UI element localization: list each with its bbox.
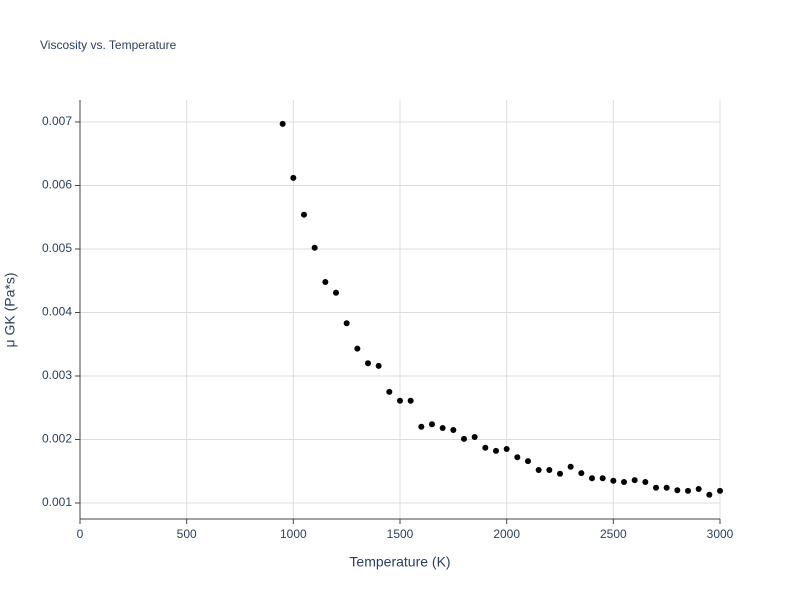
point	[418, 423, 425, 430]
x-tick-label: 1000	[280, 527, 307, 541]
x-tick-label: 2000	[493, 527, 520, 541]
point	[578, 470, 585, 477]
point	[631, 477, 638, 484]
point	[567, 463, 574, 470]
point	[685, 487, 691, 494]
point	[674, 487, 681, 494]
point	[717, 487, 723, 494]
y-tick-label: 0.005	[42, 241, 72, 255]
y-tick-label: 0.004	[42, 305, 72, 319]
chart-title: Viscosity vs. Temperature	[40, 38, 177, 52]
point	[610, 477, 617, 484]
x-tick-label: 500	[177, 527, 197, 541]
point	[695, 486, 702, 493]
point	[514, 454, 521, 461]
point	[482, 444, 489, 451]
point	[354, 345, 361, 352]
point	[599, 475, 606, 482]
point	[535, 466, 542, 473]
point	[493, 447, 499, 454]
y-tick-label: 0.001	[42, 495, 72, 509]
x-tick-label: 1500	[387, 527, 414, 541]
point	[503, 446, 510, 453]
point	[461, 435, 467, 442]
point	[642, 479, 649, 486]
point	[525, 458, 531, 465]
y-tick-label: 0.007	[42, 114, 72, 128]
point	[557, 470, 563, 477]
point	[375, 362, 382, 369]
x-tick-label: 0	[77, 527, 84, 541]
point	[621, 479, 627, 486]
point	[407, 397, 414, 404]
point	[450, 426, 457, 433]
point	[663, 484, 670, 491]
point	[365, 360, 371, 367]
point	[279, 120, 286, 127]
x-axis-title: Temperature (K)	[349, 554, 450, 570]
point	[386, 388, 393, 395]
point	[397, 397, 403, 404]
point	[311, 244, 318, 251]
y-tick-label: 0.003	[42, 368, 72, 382]
point	[429, 421, 435, 428]
point	[439, 425, 446, 432]
point	[706, 491, 713, 498]
point	[653, 484, 659, 491]
x-tick-label: 2500	[600, 527, 627, 541]
point	[546, 466, 553, 473]
point	[471, 433, 478, 440]
point	[589, 475, 595, 482]
y-axis-title: μ GK (Pa*s)	[2, 273, 18, 348]
point	[333, 289, 339, 296]
y-tick-label: 0.002	[42, 432, 72, 446]
x-tick-label: 3000	[707, 527, 734, 541]
y-tick-label: 0.006	[42, 178, 72, 192]
point	[343, 320, 350, 327]
point	[322, 279, 329, 286]
point	[301, 211, 307, 218]
point	[290, 174, 297, 181]
